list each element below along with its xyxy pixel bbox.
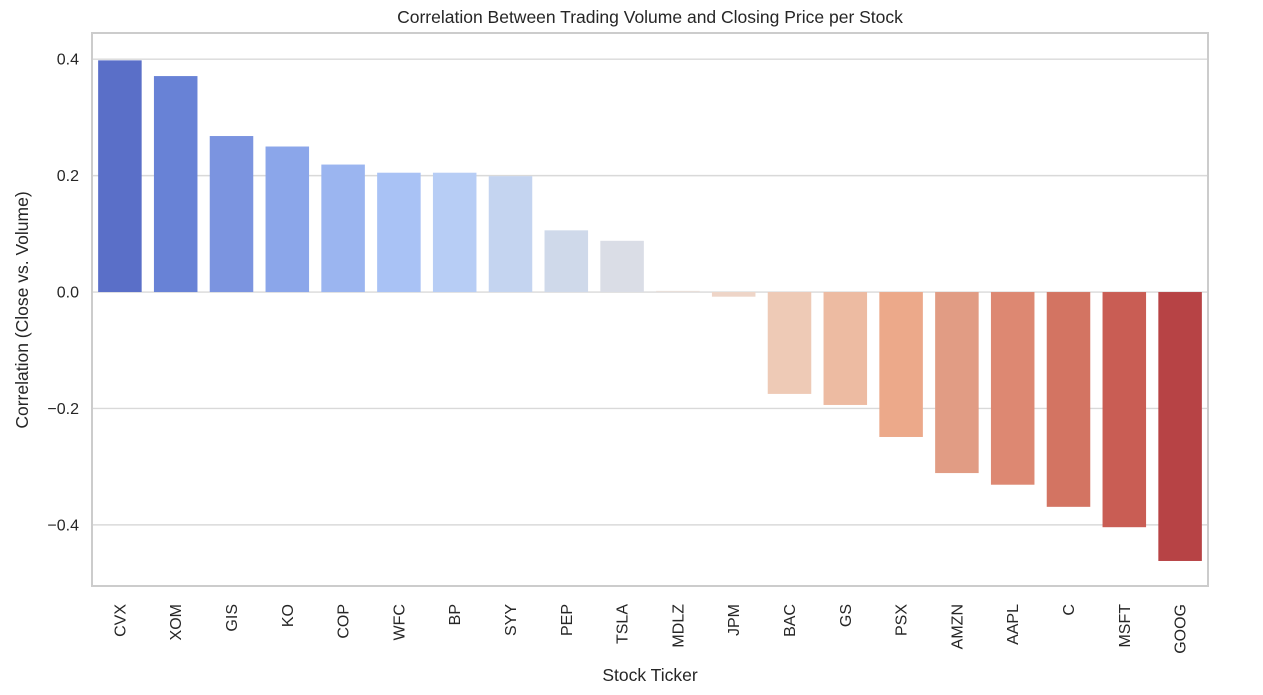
x-tick-label-aapl: AAPL [1005, 604, 1022, 645]
y-tick-label: −0.2 [47, 401, 79, 418]
bar-gs [823, 292, 868, 405]
bar-wfc [377, 172, 421, 293]
bar-jpm [711, 292, 756, 297]
bar-tsla [600, 240, 644, 293]
bar-aapl [990, 292, 1035, 485]
y-tick-labels: −0.4 −0.2 0.0 0.2 0.4 [47, 52, 79, 535]
x-tick-label-mdlz: MDLZ [670, 604, 687, 648]
x-tick-label-bac: BAC [782, 604, 799, 637]
x-tick-label-gis: GIS [224, 604, 241, 632]
bar-cop [321, 164, 365, 293]
plot-frame [91, 32, 1209, 587]
y-axis-label: Correlation (Close vs. Volume) [12, 191, 32, 428]
x-tick-label-cop: COP [336, 604, 353, 639]
x-tick-label-amzn: AMZN [949, 604, 966, 649]
x-tick-label-jpm: JPM [726, 604, 743, 636]
bars [98, 60, 1202, 561]
x-tick-label-cvx: CVX [112, 604, 129, 637]
x-tick-label-msft: MSFT [1117, 604, 1134, 648]
x-tick-labels: CVX XOM GIS KO COP WFC BP SYY PEP TSLA MDLZ JPM BAC G… [112, 604, 1189, 654]
bar-cvx [98, 60, 142, 293]
x-tick-label-ko: KO [280, 604, 297, 627]
bar-bp [432, 172, 477, 293]
bar-bac [767, 292, 812, 394]
x-tick-label-xom: XOM [168, 604, 185, 640]
bar-gis [209, 136, 254, 293]
y-tick-label: 0.4 [57, 52, 79, 69]
x-tick-label-psx: PSX [894, 604, 911, 636]
x-tick-label-bp: BP [447, 604, 464, 625]
bar-ko [265, 146, 310, 293]
x-tick-label-goog: GOOG [1173, 604, 1190, 654]
y-tick-label: 0.0 [57, 285, 79, 302]
x-tick-label-gs: GS [838, 604, 855, 627]
bar-syy [488, 176, 533, 293]
chart-title: Correlation Between Trading Volume and C… [397, 7, 903, 27]
x-axis-label: Stock Ticker [602, 665, 697, 685]
grid-lines [92, 58, 1208, 526]
bar-amzn [935, 292, 979, 474]
bar-pep [544, 230, 589, 293]
x-tick-label-syy: SYY [503, 604, 520, 636]
x-tick-label-tsla: TSLA [615, 604, 632, 644]
x-tick-label-c: C [1061, 604, 1078, 616]
bar-goog [1158, 292, 1202, 561]
bar-mdlz [656, 290, 700, 293]
y-tick-label: 0.2 [57, 168, 79, 185]
x-tick-label-pep: PEP [559, 604, 576, 636]
x-tick-label-wfc: WFC [391, 604, 408, 640]
bar-xom [153, 76, 198, 293]
y-tick-label: −0.4 [47, 517, 79, 534]
bar-c [1046, 292, 1091, 507]
bar-psx [879, 292, 923, 437]
bar-msft [1102, 292, 1147, 528]
